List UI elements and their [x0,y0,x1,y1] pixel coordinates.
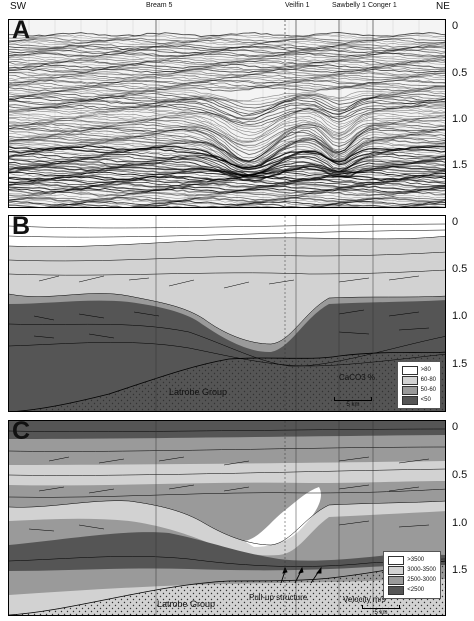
axis-b-tick: 0 [452,216,459,228]
axis-a-tick: 0.5 [452,67,468,79]
swatch-lt50 [401,395,418,405]
panel-b-caco3: B Latrobe Group CaCO3 % >80 60-80 50-60 … [8,215,446,412]
velocity-legend-label: <2500 [407,587,425,593]
axis-b-tick: 1.0 [452,310,468,322]
panel-c-velocity: C Latrobe Group Pull-up structure Veloci… [8,420,446,616]
scale-bar-c: 5 km [359,605,403,616]
scale-bar-label: 5 km [374,610,388,616]
sw-label: SW [10,1,27,12]
swatch-50-60 [401,385,418,395]
caco3-legend-label: >80 [420,367,431,373]
axis-a-tick: 1.0 [452,113,468,125]
caco3-legend-row: 60-80 [401,375,436,385]
ne-label: NE [436,1,450,12]
axis-c-tick: 0 [452,421,459,433]
latrobe-group-label-b: Latrobe Group [169,387,228,397]
latrobe-group-label-c: Latrobe Group [157,599,216,609]
pull-up-structure-label: Pull-up structure [249,593,308,602]
scale-bar-line [334,397,372,401]
caco3-legend-label: 60-80 [420,377,436,383]
axis-c-tick: 0.5 [452,469,468,481]
velocity-legend-label: 2500-3000 [407,577,436,583]
velocity-legend-row: 2500-3000 [388,575,436,585]
caco3-legend-label: <50 [420,397,431,403]
swatch-lt2500 [388,585,405,595]
axis-c-tick: 1.5 [452,564,468,576]
caco3-legend: >80 60-80 50-60 <50 [396,361,441,409]
caco3-section [9,216,445,411]
velocity-legend-label: >3500 [407,557,425,563]
panel-b-label: B [12,215,31,240]
swatch-60-80 [401,375,418,385]
axis-c-tick: 1.0 [452,517,468,529]
scale-bar-line [362,605,400,609]
scale-bar-b: 5 km [331,397,375,408]
axis-a-tick: 0 [452,20,459,32]
well-label-sawbelly1: Sawbelly 1 [332,2,366,9]
seismic-section [9,20,445,207]
axis-b-tick: 1.5 [452,358,468,370]
well-label-veilfin1: Veilfin 1 [285,2,310,9]
caco3-legend-label: 50-60 [420,387,436,393]
swatch-3000-3500 [388,565,405,575]
well-label-conger1: Conger 1 [368,2,397,9]
panel-c-label: C [12,420,31,445]
scale-bar-label: 5 km [346,402,360,408]
caco3-legend-row: 50-60 [401,385,436,395]
axis-b-tick: 0.5 [452,263,468,275]
velocity-legend-row: >3500 [388,555,436,565]
caco3-legend-row: <50 [401,395,436,405]
panel-a-label: A [12,19,31,44]
panel-a-seismic: A [8,19,446,208]
swatch-gt3500 [388,555,405,565]
caco3-legend-row: >80 [401,365,436,375]
swatch-gt80 [401,365,418,375]
swatch-2500-3000 [388,575,405,585]
velocity-legend-title: Velocity m/s [343,595,386,604]
velocity-legend-row: 3000-3500 [388,565,436,575]
caco3-legend-title: CaCO3 % [339,373,376,382]
velocity-legend-row: <2500 [388,585,436,595]
axis-a-tick: 1.5 [452,159,468,171]
velocity-section [9,421,445,615]
velocity-legend: >3500 3000-3500 2500-3000 <2500 [383,551,441,599]
velocity-legend-label: 3000-3500 [407,567,436,573]
well-label-bream5: Bream 5 [146,2,173,9]
